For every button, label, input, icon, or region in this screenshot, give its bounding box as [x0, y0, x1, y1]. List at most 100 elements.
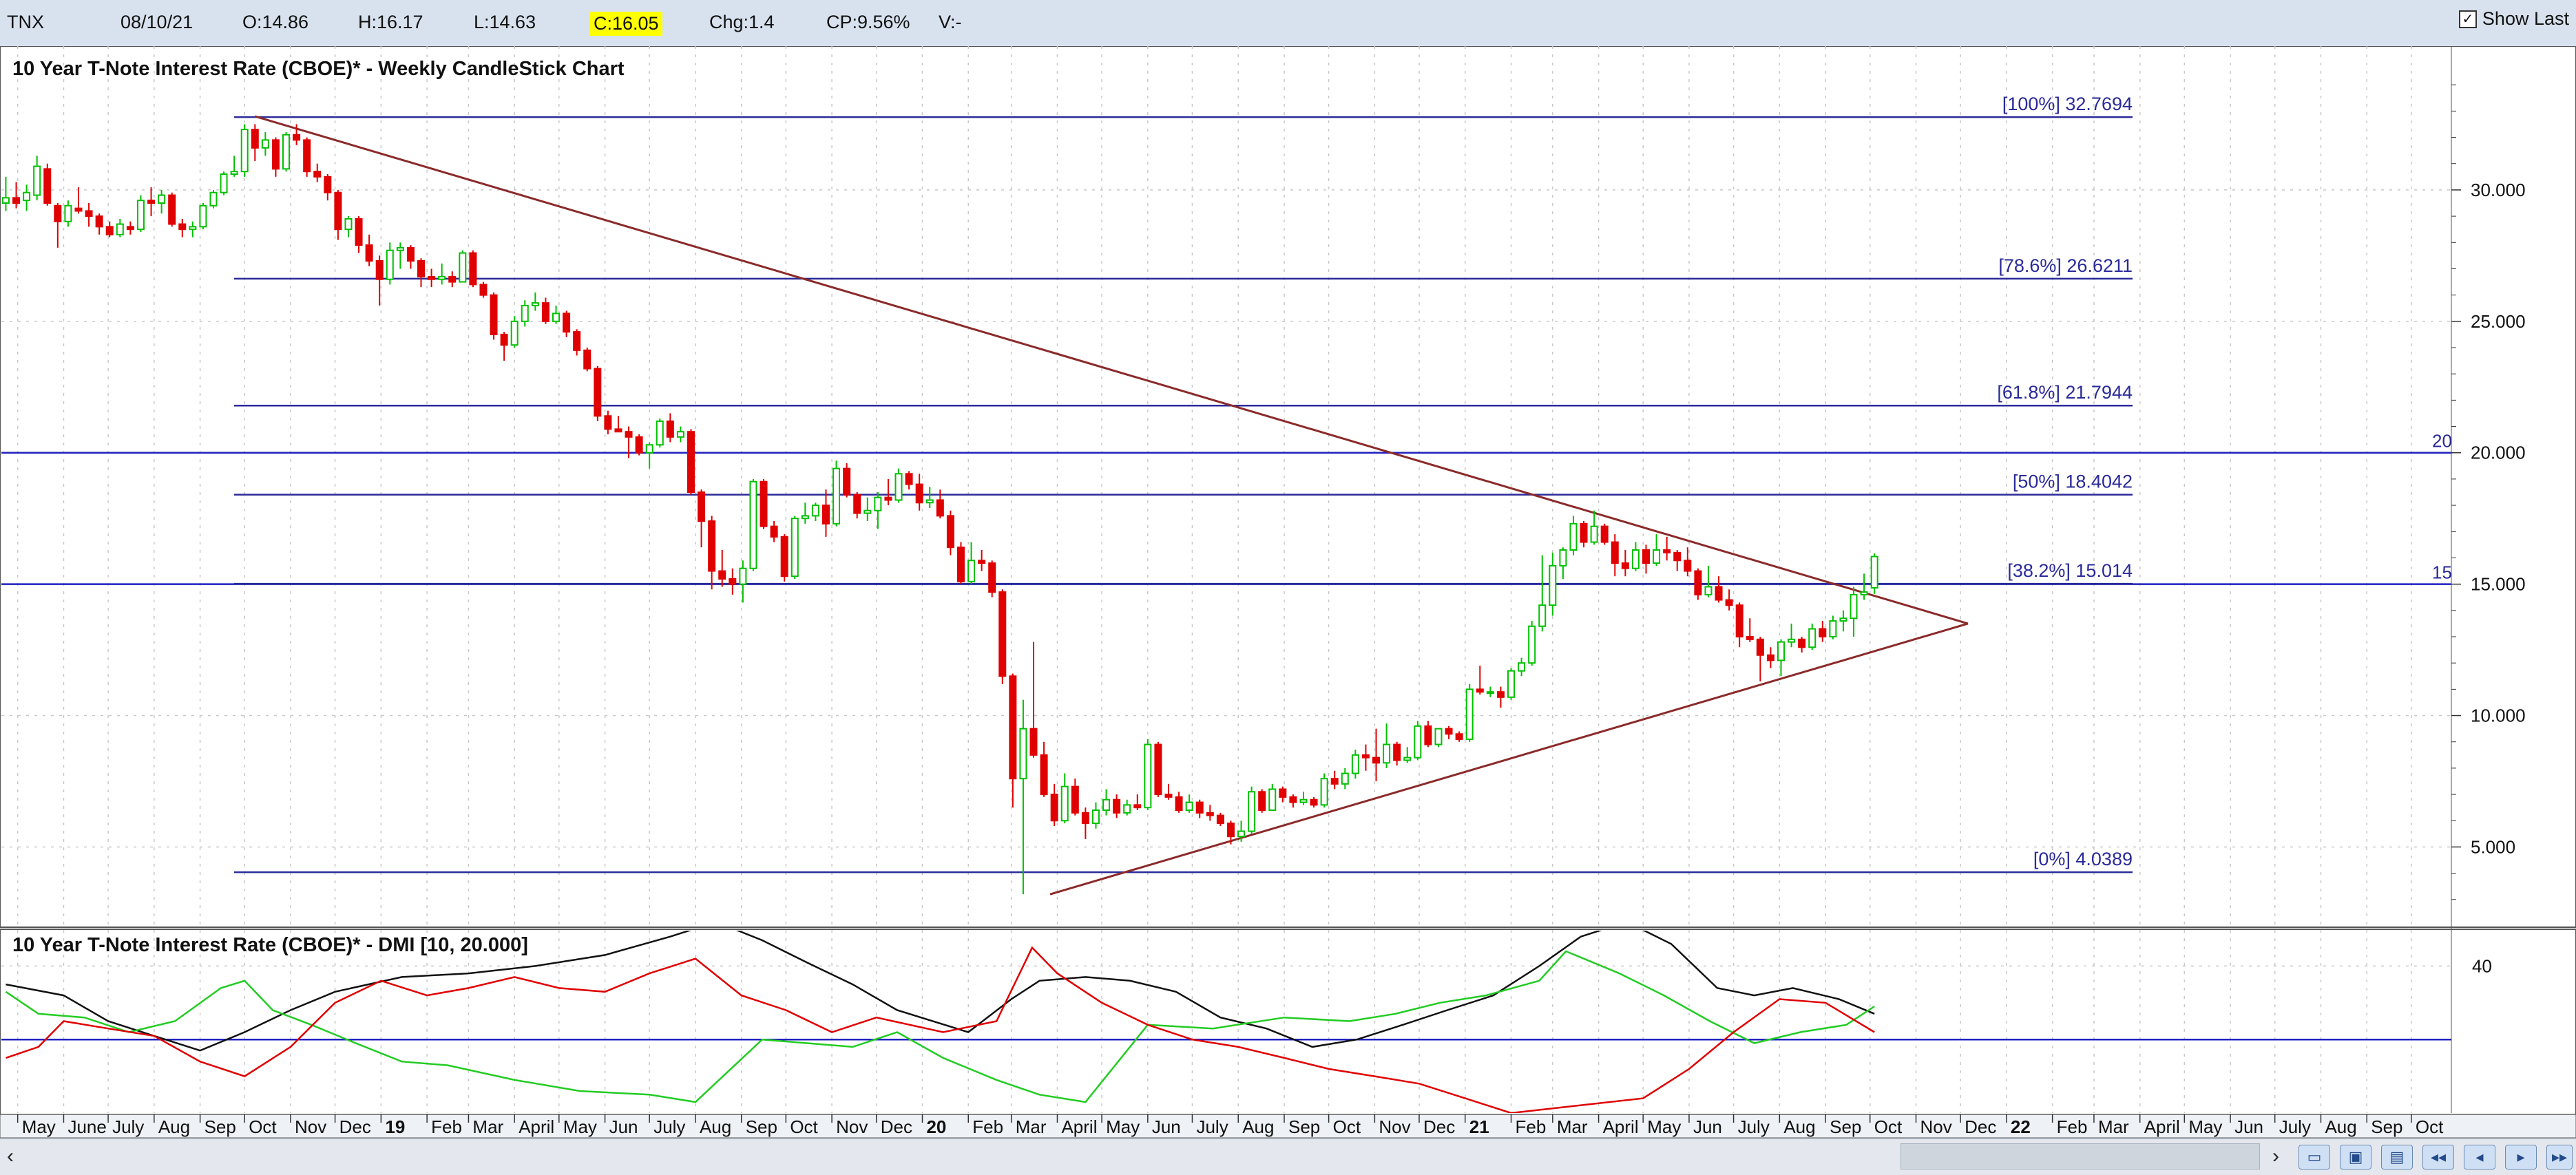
- candle-body: [552, 313, 561, 322]
- x-tick-label: Jun: [609, 1116, 638, 1137]
- candle-body: [1113, 798, 1121, 814]
- fibonacci-label: [100%] 32.7694: [2002, 94, 2133, 114]
- x-tick-label: Sep: [746, 1116, 777, 1137]
- candle-body: [12, 197, 21, 204]
- candle-body: [1372, 756, 1381, 764]
- x-tick-label: Aug: [1783, 1116, 1815, 1137]
- candle-body: [1476, 688, 1484, 693]
- candle-body: [1518, 662, 1526, 672]
- candle-body: [1341, 772, 1349, 785]
- candle-body: [136, 200, 145, 231]
- candle-body: [905, 473, 913, 485]
- date-label: 08/10/21: [121, 12, 193, 32]
- candle-body: [821, 505, 830, 525]
- x-tick-label: Sep: [205, 1116, 236, 1137]
- scroll-right-icon[interactable]: ›: [2272, 1145, 2279, 1167]
- fibonacci-label: [0%] 4.0389: [2033, 849, 2133, 869]
- show-last-checkbox-icon[interactable]: ✓: [2458, 10, 2477, 28]
- y-tick-label: 20.000: [2471, 443, 2526, 463]
- candle-body: [729, 578, 737, 585]
- candle-body: [1704, 586, 1713, 595]
- candle-body: [1424, 725, 1432, 745]
- candle-body: [1756, 638, 1764, 656]
- candle-body: [1237, 830, 1246, 838]
- candle-body: [811, 505, 819, 517]
- candle-body: [1320, 778, 1328, 806]
- candle-body: [386, 249, 394, 280]
- candle-body: [230, 171, 238, 176]
- x-tick-label: April: [2144, 1116, 2180, 1137]
- step-forward-icon[interactable]: ▸: [2505, 1145, 2537, 1169]
- candle-body: [1102, 798, 1111, 812]
- candle-body: [1393, 743, 1401, 761]
- candle-body: [199, 204, 207, 228]
- candle-body: [1351, 754, 1359, 774]
- candle-body: [344, 218, 353, 231]
- candle-body: [1009, 675, 1017, 780]
- bottom-scrollbar[interactable]: ‹ › ▭ ▣ ▤ ◂◂ ◂ ▸ ▸▸: [0, 1138, 2576, 1175]
- candle-body: [1040, 754, 1048, 796]
- dmi-series-adx: [6, 931, 1875, 1052]
- candle-body: [1414, 725, 1422, 759]
- candle-body: [563, 313, 571, 333]
- candle-body: [1621, 562, 1629, 569]
- candle-body: [1071, 785, 1079, 814]
- candle-body: [645, 444, 653, 454]
- x-tick-label: Sep: [2371, 1116, 2402, 1137]
- x-tick-label: Feb: [2057, 1116, 2088, 1137]
- x-tick-label: 21: [1469, 1116, 1489, 1137]
- candle-body: [1248, 791, 1256, 832]
- support-trendline: [1049, 622, 1969, 896]
- zoom-in-icon[interactable]: ▣: [2340, 1145, 2371, 1169]
- candle-body: [1258, 791, 1266, 811]
- dmi-y-tick-label: 40: [2472, 955, 2492, 976]
- candle-body: [614, 428, 622, 433]
- candle-body: [1694, 570, 1702, 595]
- scroll-thumb[interactable]: [1900, 1143, 2260, 1169]
- y-tick-label: 10.000: [2471, 706, 2526, 726]
- reference-line-label: 20: [2432, 431, 2452, 452]
- x-tick-label: Dec: [1965, 1116, 1996, 1137]
- scroll-start-icon[interactable]: ◂◂: [2422, 1145, 2454, 1169]
- x-tick-label: Feb: [431, 1116, 462, 1137]
- candle-body: [355, 218, 363, 246]
- candle-body: [1445, 728, 1453, 735]
- chart-canvas[interactable]: May June July Aug Sep Oct Nov Dec 19 Feb Mar April M…: [0, 46, 2576, 1138]
- scroll-left-icon[interactable]: ‹: [7, 1145, 14, 1167]
- fibonacci-label: [50%] 18.4042: [2013, 472, 2133, 492]
- candle-body: [1631, 549, 1640, 569]
- y-tick-label: 30.000: [2471, 180, 2526, 200]
- zoom-out-icon[interactable]: ▭: [2298, 1145, 2330, 1169]
- show-last-label: Show Last: [2482, 8, 2569, 29]
- fit-icon[interactable]: ▤: [2381, 1145, 2413, 1169]
- x-tick-label: Jun: [2234, 1116, 2263, 1137]
- candle-body: [1279, 788, 1287, 798]
- high-label: H:16.17: [358, 12, 423, 32]
- candle-body: [1330, 778, 1339, 785]
- candle-body: [1829, 620, 1837, 637]
- step-back-icon[interactable]: ◂: [2464, 1145, 2495, 1169]
- x-tick-label: May: [22, 1116, 56, 1137]
- candle-body: [43, 168, 52, 204]
- candle-body: [365, 244, 373, 262]
- x-tick-label: Oct: [790, 1116, 818, 1137]
- candle-body: [978, 560, 986, 564]
- candle-body: [1569, 522, 1578, 551]
- scroll-end-icon[interactable]: ▸▸: [2546, 1145, 2573, 1169]
- candle-body: [158, 194, 166, 204]
- dmi-series-minus_di: [6, 946, 1875, 1113]
- candle-body: [1185, 801, 1193, 811]
- candle-body: [240, 129, 249, 173]
- candle-body: [428, 275, 436, 280]
- x-tick-label: Aug: [158, 1116, 190, 1137]
- show-last-toggle[interactable]: ✓ Show Last: [2458, 8, 2569, 30]
- volume-label: V:-: [939, 12, 962, 32]
- x-tick-label: 20: [926, 1116, 946, 1137]
- x-tick-label: Nov: [1379, 1116, 1410, 1137]
- candle-body: [1361, 754, 1370, 759]
- fibonacci-label: [78.6%] 26.6211: [1998, 255, 2133, 276]
- candle-body: [406, 246, 415, 262]
- candle-body: [168, 194, 176, 225]
- x-tick-label: Mar: [1557, 1116, 1588, 1137]
- x-tick-label: Feb: [972, 1116, 1003, 1137]
